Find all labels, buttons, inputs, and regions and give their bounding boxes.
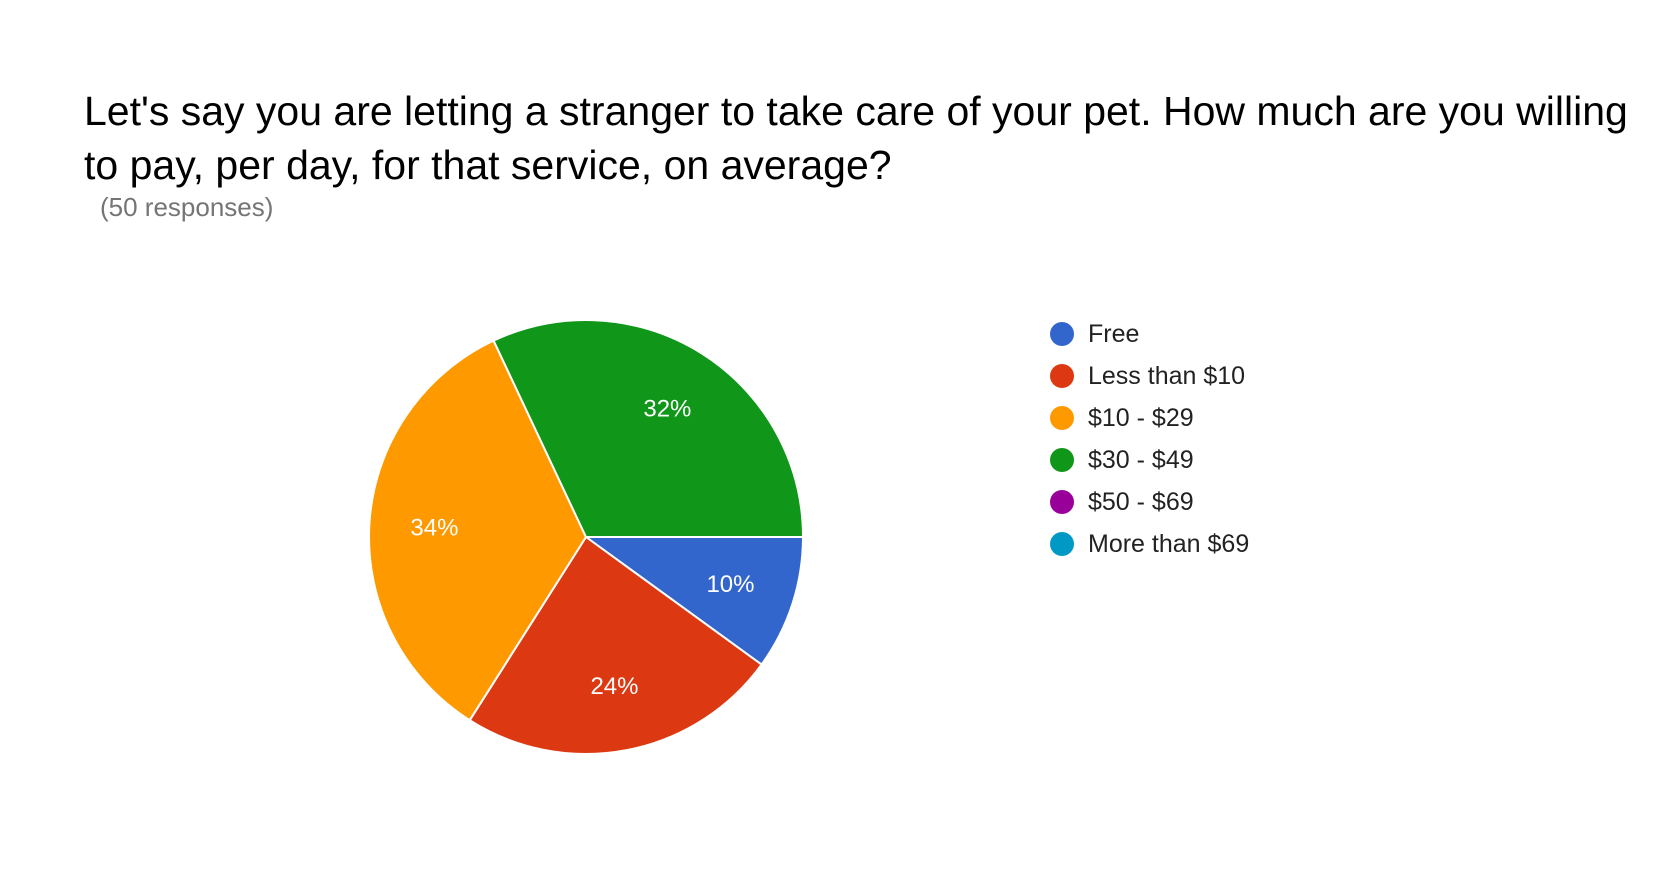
legend-item[interactable]: Less than $10 <box>1050 355 1249 397</box>
slice-label-0: 10% <box>706 571 754 598</box>
chart-title: Let's say you are letting a stranger to … <box>84 88 1628 188</box>
legend-item[interactable]: $50 - $69 <box>1050 481 1249 523</box>
legend-label: Free <box>1088 319 1140 348</box>
legend-swatch <box>1050 448 1074 472</box>
legend-item[interactable]: Free <box>1050 313 1249 355</box>
pie-slice-1[interactable] <box>468 535 763 755</box>
pie-slice-0[interactable] <box>582 536 805 666</box>
legend-label: Less than $10 <box>1088 361 1246 390</box>
legend-swatch <box>1050 322 1074 346</box>
pie-chart: 10% 24% 34% 32% <box>368 319 805 755</box>
legend-item[interactable]: More than $69 <box>1050 523 1249 565</box>
response-count: (50 responses) <box>100 192 274 222</box>
legend-label: More than $69 <box>1088 529 1250 558</box>
slice-label-2: 34% <box>410 514 458 541</box>
legend-swatch <box>1050 406 1074 430</box>
legend-swatch <box>1050 532 1074 556</box>
slice-label-1: 24% <box>590 673 638 700</box>
legend-swatch <box>1050 364 1074 388</box>
legend-item[interactable]: $10 - $29 <box>1050 397 1249 439</box>
legend-label: $50 - $69 <box>1088 487 1194 516</box>
legend-label: $30 - $49 <box>1088 445 1194 474</box>
slice-label-3: 32% <box>643 396 691 423</box>
chart-legend: Free Less than $10 $10 - $29 $30 - $49 $50 -… <box>1050 313 1249 565</box>
legend-item[interactable]: $30 - $49 <box>1050 439 1249 481</box>
pie-slice-3[interactable] <box>492 319 805 538</box>
legend-label: $10 - $29 <box>1088 403 1194 432</box>
pie-slice-2[interactable] <box>368 339 588 722</box>
legend-swatch <box>1050 490 1074 514</box>
